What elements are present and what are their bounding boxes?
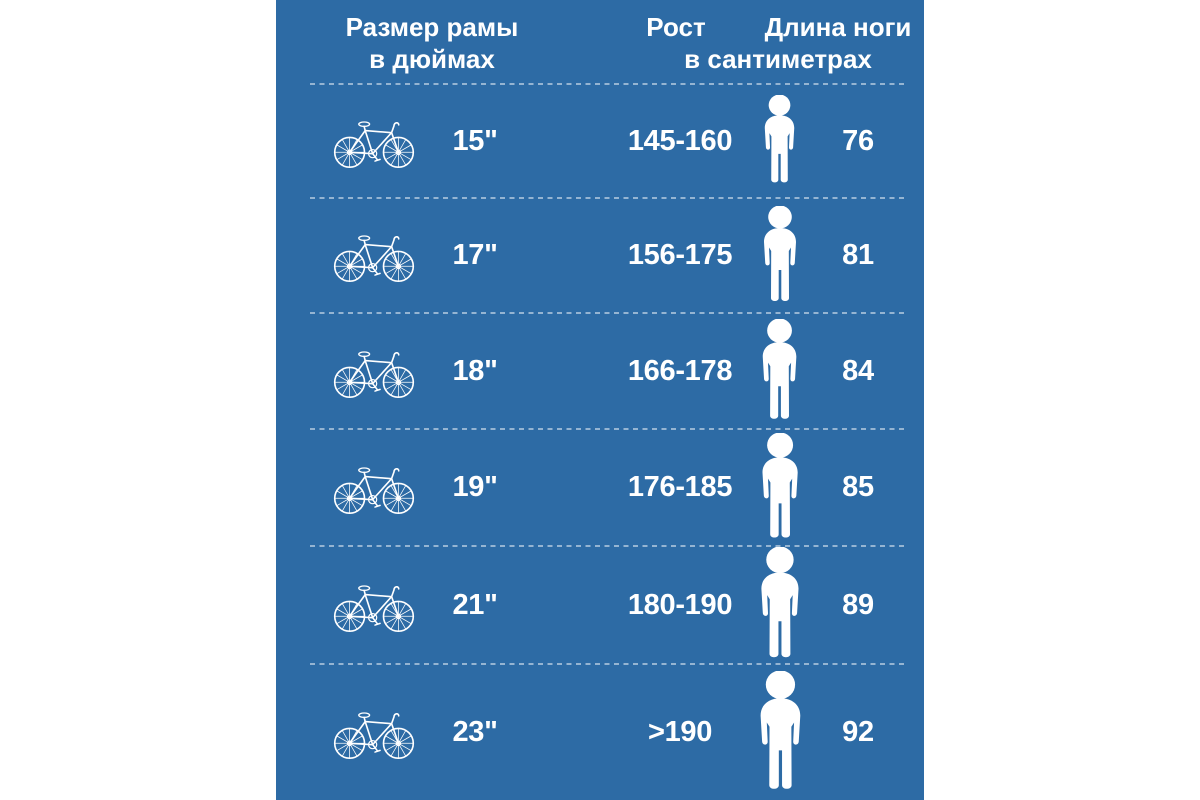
table-row: 18" 166-178 84 <box>276 314 924 428</box>
person-icon <box>764 205 796 301</box>
header-cm-subtitle: в сантиметрах <box>684 44 872 74</box>
height-range-value: 156-175 <box>627 239 733 272</box>
size-chart-panel: Размер рамы в дюймах Рост Длина ноги в с… <box>276 0 924 800</box>
height-range-value: 180-190 <box>627 588 733 621</box>
header-frame-size-line2: в дюймах <box>369 44 495 74</box>
bicycle-icon <box>333 585 415 632</box>
table-row: 21" 180-190 89 <box>276 547 924 663</box>
frame-size-value: 21" <box>452 588 498 621</box>
dashed-separator <box>310 197 905 200</box>
dashed-separator <box>310 428 905 431</box>
table-row: 19" 176-185 85 <box>276 430 924 545</box>
leg-length-value: 89 <box>842 588 874 621</box>
frame-size-value: 23" <box>452 716 498 749</box>
header-frame-size-line1: Размер рамы <box>345 12 519 42</box>
bicycle-icon <box>333 120 415 168</box>
dashed-separator <box>310 83 905 85</box>
frame-size-value: 15" <box>452 124 498 157</box>
leg-length-value: 85 <box>842 471 874 504</box>
table-row: 15" 145-160 76 <box>276 85 924 197</box>
leg-length-value: 84 <box>842 354 874 387</box>
person-icon <box>763 318 797 419</box>
frame-size-value: 19" <box>452 471 498 504</box>
header-frame-size: Размер рамы в дюймах <box>276 11 588 75</box>
leg-length-value: 81 <box>842 239 874 272</box>
bicycle-icon <box>333 235 415 283</box>
frame-size-value: 17" <box>452 239 498 272</box>
leg-length-value: 92 <box>842 716 874 749</box>
dashed-separator <box>310 663 905 666</box>
height-range-value: 145-160 <box>627 124 733 157</box>
dashed-separator <box>310 545 905 548</box>
header-height: Рост <box>646 12 706 42</box>
height-range-value: >190 <box>647 716 713 749</box>
leg-length-value: 76 <box>842 124 874 157</box>
frame-size-value: 18" <box>452 354 498 387</box>
table-row: 23" >190 92 <box>276 665 924 800</box>
table-row: 17" 156-175 81 <box>276 199 924 312</box>
person-icon <box>761 547 799 658</box>
header-leg-length: Длина ноги <box>764 12 912 42</box>
bicycle-icon <box>333 350 415 398</box>
person-icon <box>760 670 800 789</box>
dashed-separator <box>310 312 905 315</box>
height-range-value: 176-185 <box>627 471 733 504</box>
person-icon <box>765 95 795 183</box>
height-range-value: 166-178 <box>627 354 733 387</box>
size-table: 15" 145-160 76 17" 156-175 81 18" 166-17… <box>276 83 924 800</box>
person-icon <box>762 432 798 538</box>
table-header: Размер рамы в дюймах Рост Длина ноги в с… <box>276 0 924 83</box>
bicycle-icon <box>333 467 415 515</box>
bicycle-icon <box>333 712 415 760</box>
